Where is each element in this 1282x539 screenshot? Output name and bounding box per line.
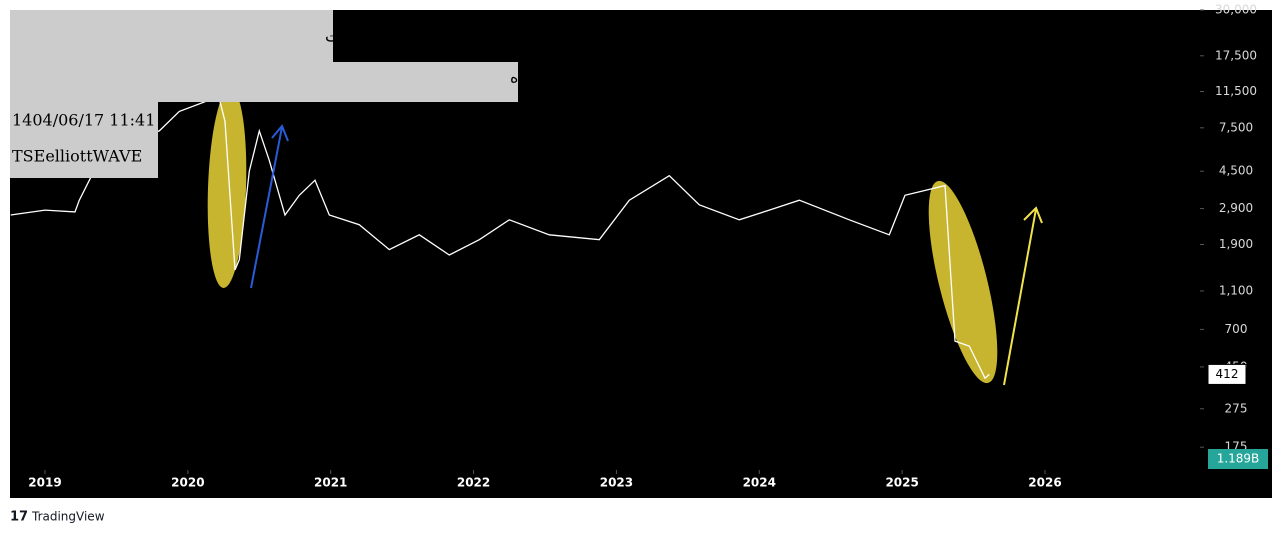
x-tick-label: 2024 <box>743 476 776 490</box>
y-tick-label: 700 <box>1225 322 1248 336</box>
x-tick-label: 2026 <box>1028 476 1061 490</box>
x-tick-label: 2025 <box>885 476 918 490</box>
last-price-label: 412 <box>1216 367 1239 381</box>
price-line <box>10 79 990 380</box>
chart-title: خودرو (ایران خودرو) / خودرو و ساخت قطعات <box>325 27 635 46</box>
y-tick-label: 11,500 <box>1215 84 1257 98</box>
title-box <box>10 10 333 62</box>
brand: TradingView <box>31 510 105 524</box>
y-tick-label: 1,100 <box>1219 283 1253 297</box>
y-tick-label: 4,500 <box>1219 164 1253 178</box>
author-annotation: TSEelliottWAVE <box>12 147 142 166</box>
last-price-box <box>1207 363 1247 385</box>
plot <box>44 9 1204 474</box>
x-tick-label: 2020 <box>171 476 204 490</box>
yellow-arrow <box>1003 206 1043 386</box>
x-tick-label: 2023 <box>600 476 633 490</box>
price-line-group <box>10 79 990 380</box>
x-tick-label: 2021 <box>314 476 347 490</box>
volume-box <box>1208 449 1268 469</box>
y-tick-label: 2,900 <box>1219 201 1253 215</box>
y-tick-label: 1,900 <box>1219 237 1253 251</box>
subtitle-box <box>10 62 518 102</box>
volume-label: 1.189B <box>1217 452 1260 466</box>
y-tick-label: 7,500 <box>1219 120 1253 134</box>
highlight-ellipse <box>928 180 998 384</box>
x-tick-label: 2019 <box>28 476 61 490</box>
chart-subtitle: روزانه / آخرین قیمت / سود نقدی و افزایش … <box>510 67 967 87</box>
y-tick-label: 17,500 <box>1215 48 1257 62</box>
annotation-box <box>10 102 158 178</box>
highlight-ellipse <box>207 88 247 288</box>
blue-arrow <box>250 124 289 289</box>
x-tick-label: 2022 <box>457 476 490 490</box>
date-annotation: 1404/06/17 11:41 <box>12 111 155 130</box>
brand-logo: 𝟭𝟳 <box>10 510 28 525</box>
y-tick-label: 30,000 <box>1215 3 1257 17</box>
y-tick-label: 275 <box>1225 401 1248 415</box>
